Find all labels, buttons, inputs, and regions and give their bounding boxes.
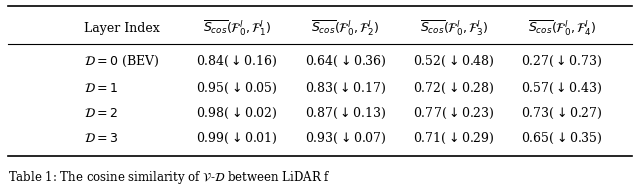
Text: $\mathcal{D}=1$: $\mathcal{D}=1$ — [84, 81, 118, 94]
Text: 0.71($\downarrow$0.29): 0.71($\downarrow$0.29) — [413, 131, 495, 146]
Text: 0.77($\downarrow$0.23): 0.77($\downarrow$0.23) — [413, 106, 495, 121]
Text: 0.95($\downarrow$0.05): 0.95($\downarrow$0.05) — [196, 81, 278, 96]
Text: Layer Index: Layer Index — [84, 22, 160, 35]
Text: 0.87($\downarrow$0.13): 0.87($\downarrow$0.13) — [305, 106, 386, 121]
Text: 0.52($\downarrow$0.48): 0.52($\downarrow$0.48) — [413, 54, 495, 69]
Text: $\overline{S_{cos}}(\mathcal{F}_0^l, \mathcal{F}_2^l)$: $\overline{S_{cos}}(\mathcal{F}_0^l, \ma… — [311, 18, 380, 38]
Text: 0.73($\downarrow$0.27): 0.73($\downarrow$0.27) — [522, 106, 603, 121]
Text: 0.72($\downarrow$0.28): 0.72($\downarrow$0.28) — [413, 81, 495, 96]
Text: 0.98($\downarrow$0.02): 0.98($\downarrow$0.02) — [196, 106, 278, 121]
Text: Table 1: The cosine similarity of $\mathcal{V}$-$\mathcal{D}$ between LiDAR f: Table 1: The cosine similarity of $\math… — [8, 169, 331, 186]
Text: $\overline{S_{cos}}(\mathcal{F}_0^l, \mathcal{F}_1^l)$: $\overline{S_{cos}}(\mathcal{F}_0^l, \ma… — [203, 18, 271, 38]
Text: 0.65($\downarrow$0.35): 0.65($\downarrow$0.35) — [521, 131, 603, 146]
Text: $\overline{S_{cos}}(\mathcal{F}_0^l, \mathcal{F}_4^l)$: $\overline{S_{cos}}(\mathcal{F}_0^l, \ma… — [528, 18, 596, 38]
Text: 0.84($\downarrow$0.16): 0.84($\downarrow$0.16) — [196, 54, 278, 69]
Text: 0.83($\downarrow$0.17): 0.83($\downarrow$0.17) — [305, 81, 386, 96]
Text: $\overline{S_{cos}}(\mathcal{F}_0^l, \mathcal{F}_3^l)$: $\overline{S_{cos}}(\mathcal{F}_0^l, \ma… — [420, 18, 488, 38]
Text: 0.57($\downarrow$0.43): 0.57($\downarrow$0.43) — [522, 81, 603, 96]
Text: 0.93($\downarrow$0.07): 0.93($\downarrow$0.07) — [305, 131, 387, 146]
Text: $\mathcal{D}=2$: $\mathcal{D}=2$ — [84, 107, 118, 120]
Text: $\mathcal{D}=3$: $\mathcal{D}=3$ — [84, 132, 118, 145]
Text: 0.99($\downarrow$0.01): 0.99($\downarrow$0.01) — [196, 131, 278, 146]
Text: 0.27($\downarrow$0.73): 0.27($\downarrow$0.73) — [522, 54, 603, 69]
Text: 0.64($\downarrow$0.36): 0.64($\downarrow$0.36) — [305, 54, 387, 69]
Text: $\mathcal{D}=0$ (BEV): $\mathcal{D}=0$ (BEV) — [84, 54, 159, 69]
